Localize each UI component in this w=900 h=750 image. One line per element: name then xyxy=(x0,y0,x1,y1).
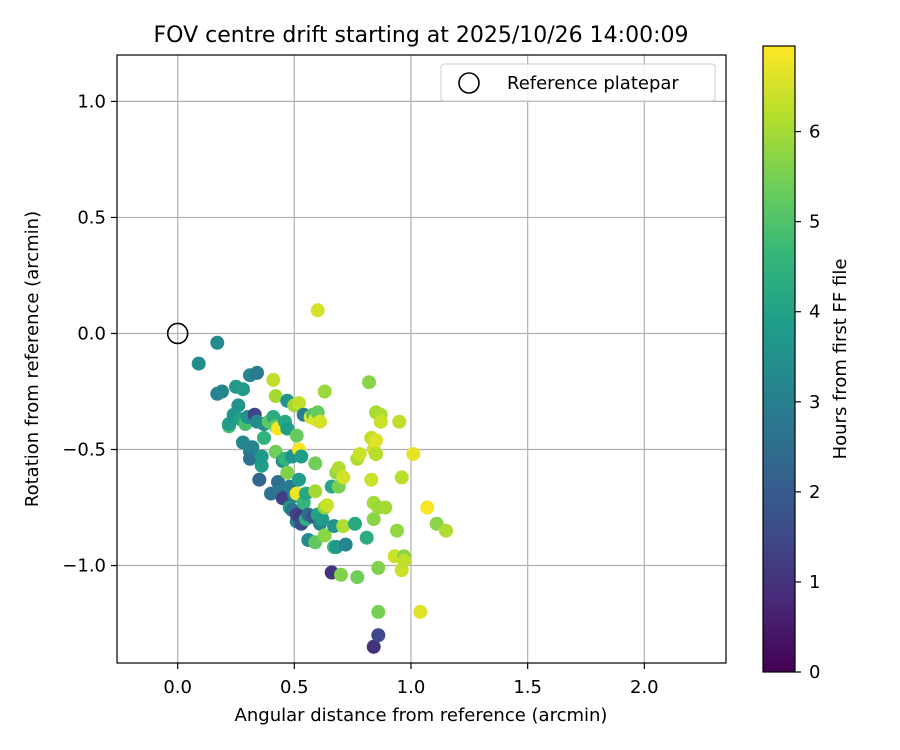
data-point xyxy=(371,628,386,643)
y-axis-label: Rotation from reference (arcmin) xyxy=(22,211,43,507)
data-point xyxy=(210,335,225,350)
y-tick-label: −1.0 xyxy=(62,556,106,577)
data-point xyxy=(289,428,304,443)
colorbar-tick-label: 2 xyxy=(809,482,820,503)
data-point xyxy=(320,498,334,513)
data-point xyxy=(317,384,332,399)
data-point xyxy=(350,570,365,585)
legend-reference-marker xyxy=(458,72,480,94)
data-point xyxy=(394,470,409,485)
data-point xyxy=(366,639,381,654)
data-point xyxy=(413,604,428,619)
data-point xyxy=(378,500,393,515)
data-point xyxy=(254,449,269,464)
x-axis-label: Angular distance from reference (arcmin) xyxy=(235,705,608,726)
plot-background xyxy=(117,55,726,663)
data-point xyxy=(371,560,386,575)
data-point xyxy=(294,449,309,464)
data-point xyxy=(348,516,362,531)
colorbar-tick-label: 1 xyxy=(809,572,820,593)
data-point xyxy=(366,512,381,527)
legend-box xyxy=(440,63,716,102)
data-point xyxy=(215,384,229,399)
colorbar: 0 1 2 3 4 5 6 Hours from first FF file xyxy=(762,45,851,683)
data-point xyxy=(369,433,383,448)
y-tick-label: 0.5 xyxy=(77,207,106,228)
y-axis-ticks: 1.0 0.5 0.0 −0.5 −1.0 xyxy=(62,91,117,577)
colorbar-tick-label: 3 xyxy=(809,392,820,413)
data-point xyxy=(308,484,323,499)
data-point xyxy=(292,396,306,411)
data-point xyxy=(252,472,267,487)
data-point xyxy=(371,604,386,619)
x-tick-label: 0.5 xyxy=(280,677,309,698)
data-point xyxy=(191,356,206,371)
data-point xyxy=(352,447,367,462)
data-point xyxy=(280,465,295,480)
data-point xyxy=(336,519,351,534)
x-axis-ticks: 0.0 0.5 1.0 1.5 2.0 xyxy=(163,663,659,698)
data-point xyxy=(369,447,383,462)
data-point xyxy=(313,414,327,429)
data-point xyxy=(373,414,388,429)
data-point xyxy=(231,398,246,413)
data-point xyxy=(310,303,325,318)
scatter-points xyxy=(191,303,453,654)
data-point xyxy=(392,414,407,429)
data-point xyxy=(338,537,353,552)
data-point xyxy=(292,472,306,487)
data-point xyxy=(308,456,323,471)
colorbar-tick-label: 6 xyxy=(809,122,820,143)
x-tick-label: 1.5 xyxy=(513,677,542,698)
data-point xyxy=(257,430,271,445)
y-tick-label: 0.0 xyxy=(77,323,106,344)
data-point xyxy=(362,375,376,390)
reference-platepar-marker xyxy=(166,322,189,345)
data-point xyxy=(334,567,348,582)
data-point xyxy=(315,512,330,527)
data-point xyxy=(439,523,453,538)
data-point xyxy=(317,528,332,543)
chart-title: FOV centre drift starting at 2025/10/26 … xyxy=(154,23,689,48)
y-tick-label: −0.5 xyxy=(62,440,106,461)
data-point xyxy=(245,440,260,455)
data-point xyxy=(406,447,421,462)
data-point xyxy=(390,523,404,538)
data-point xyxy=(266,372,281,387)
legend: Reference platepar xyxy=(440,63,716,102)
data-point xyxy=(243,451,257,466)
data-point xyxy=(364,472,379,487)
data-point xyxy=(397,553,411,568)
legend-reference-label: Reference platepar xyxy=(507,73,679,94)
data-point xyxy=(250,365,264,380)
colorbar-bar xyxy=(762,45,796,673)
colorbar-label: Hours from first FF file xyxy=(830,259,851,460)
colorbar-ticks: 0 1 2 3 4 5 6 xyxy=(795,122,820,683)
x-tick-label: 2.0 xyxy=(630,677,659,698)
plot-frame xyxy=(116,54,727,664)
colorbar-tick-label: 4 xyxy=(809,302,820,323)
colorbar-tick-label: 5 xyxy=(809,212,820,233)
x-tick-label: 1.0 xyxy=(397,677,426,698)
data-point xyxy=(336,470,351,485)
plot-area xyxy=(116,54,727,664)
colorbar-tick-label: 0 xyxy=(809,662,820,683)
data-point xyxy=(359,530,374,545)
data-point xyxy=(236,382,250,397)
data-point xyxy=(268,389,283,404)
grid-lines xyxy=(117,55,726,663)
y-tick-label: 1.0 xyxy=(77,91,106,112)
data-point xyxy=(420,500,435,515)
x-tick-label: 0.0 xyxy=(163,677,192,698)
